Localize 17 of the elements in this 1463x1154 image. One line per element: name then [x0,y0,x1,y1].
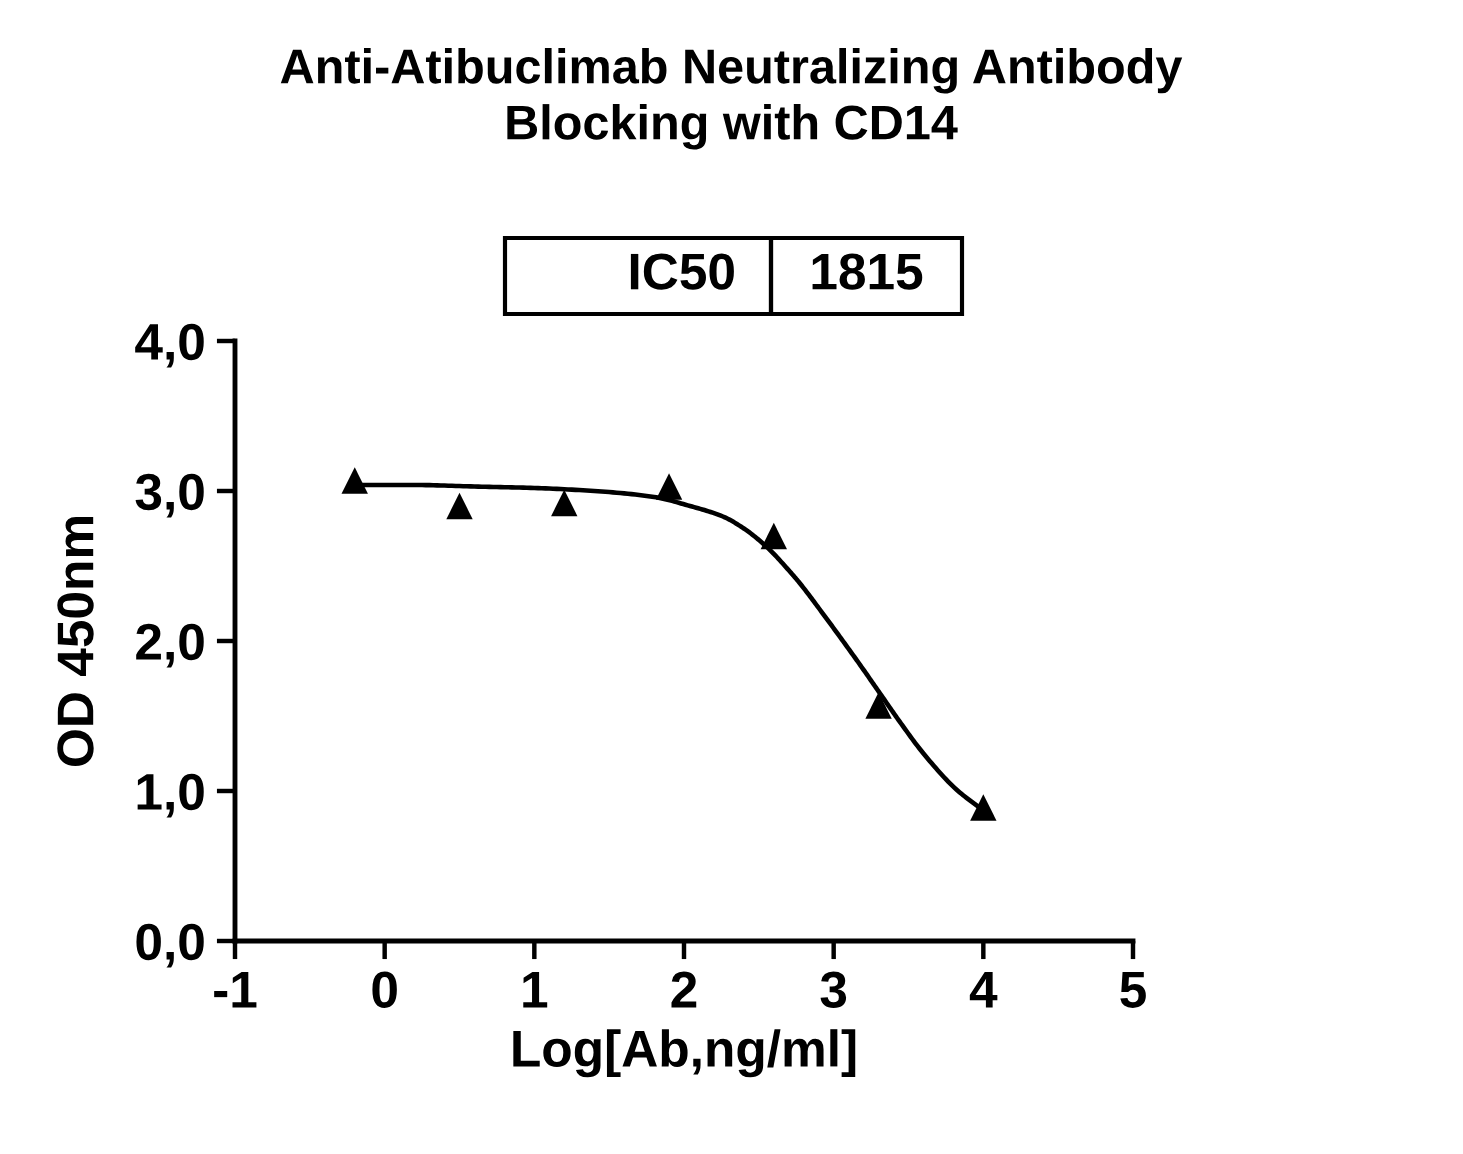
y-tick-label: 2,0 [136,623,204,668]
text: IC50 [630,253,734,290]
x-tick-label: 5 [1120,972,1146,1008]
x-tick-label: 4 [969,972,998,1008]
x-axis-title: Log[Ab,ng/ml] [513,1029,856,1078]
chart-title: Anti-Atibuclimab Neutralizing Antibody Blocking with CD14 [280,48,1183,150]
y-tick-label: 0,0 [136,923,204,968]
y-tick-label: 1,0 [137,773,204,818]
x-tick-label: 2 [671,971,697,1008]
x-tick-label: 1 [523,972,548,1008]
y-tick-label: 3,0 [135,473,204,518]
y-tick-label: 4,0 [135,323,204,368]
x-tick-label: 0 [372,971,397,1008]
text: 1815 [812,253,923,290]
y-axis-title: OD 450nm [57,517,94,766]
x-tick-label: 3 [820,971,847,1008]
x-tick-label: -1 [214,972,257,1008]
